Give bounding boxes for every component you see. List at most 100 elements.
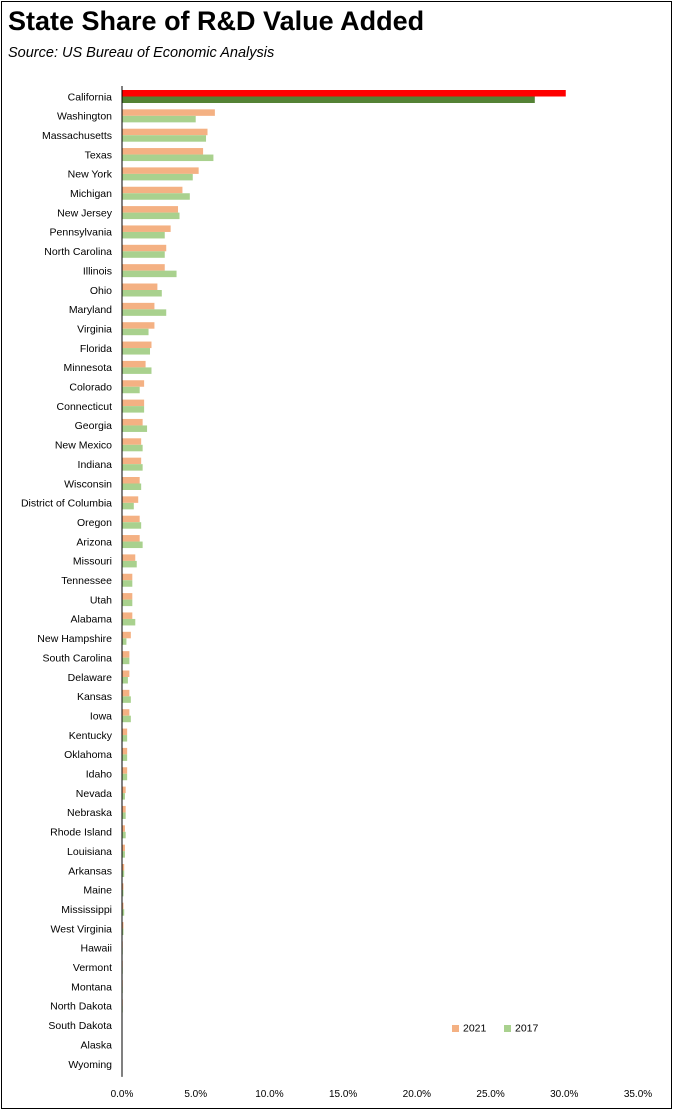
category-label: Utah <box>90 594 112 606</box>
bar-2017-massachusetts <box>122 135 207 142</box>
bar-2017-missouri <box>122 560 137 568</box>
x-tick-label: 5.0% <box>184 1089 207 1100</box>
bar-2017-iowa <box>122 715 131 723</box>
bar-2017-new-mexico <box>122 444 143 452</box>
bar-2017-california <box>122 96 535 103</box>
bar-2021-tennessee <box>122 573 133 581</box>
category-label: Nebraska <box>67 807 112 819</box>
category-label: Washington <box>57 111 112 123</box>
category-label: New Hampshire <box>37 633 112 645</box>
bar-2021-new-jersey <box>122 206 179 213</box>
category-label: California <box>68 91 113 103</box>
category-label: North Carolina <box>44 246 112 258</box>
bar-2021-pennsylvania <box>122 225 171 232</box>
bar-2017-oklahoma <box>122 754 128 761</box>
bar-2017-nebraska <box>122 812 126 819</box>
bar-2017-ohio <box>122 290 162 297</box>
category-label: Kansas <box>77 691 112 703</box>
bar-2021-illinois <box>122 264 165 271</box>
bar-2017-district-of-columbia <box>122 502 134 510</box>
bar-2017-new-jersey <box>122 212 180 220</box>
category-labels: California Washington Massachusetts Texas Ne… <box>21 91 113 1071</box>
category-label: Delaware <box>68 672 113 684</box>
chart-title: State Share of R&D Value Added <box>8 6 425 36</box>
bar-2017-michigan <box>122 193 190 200</box>
bar-2021-north-carolina <box>122 244 167 252</box>
bar-2021-kansas <box>122 689 130 697</box>
category-label: Rhode Island <box>50 827 112 839</box>
bar-2021-wisconsin <box>122 477 140 484</box>
category-label: Vermont <box>73 962 112 974</box>
bar-2021-missouri <box>122 554 136 561</box>
bar-2017-delaware <box>122 677 128 684</box>
category-label: Illinois <box>83 265 112 277</box>
bar-2017-pennsylvania <box>122 231 165 239</box>
bar-2021-west-virginia <box>122 922 124 929</box>
bar-2017-minnesota <box>122 367 152 374</box>
bar-2021-rhode-island <box>122 825 125 832</box>
bar-2021-virginia <box>122 322 155 329</box>
bars-layer <box>122 90 566 1071</box>
category-label: District of Columbia <box>21 498 112 510</box>
bar-2021-indiana <box>122 457 142 465</box>
bar-2021-mississippi <box>122 902 124 910</box>
bar-2017-new-york <box>122 173 193 181</box>
category-label: West Virginia <box>51 923 113 935</box>
x-axis-ticks: 0.0% 5.0% 10.0% 15.0% 20.0% 25.0% 30.0% 35.0% <box>111 1089 653 1100</box>
bar-2017-maryland <box>122 309 167 316</box>
category-label: Alaska <box>80 1039 112 1051</box>
category-label: Oklahoma <box>64 749 112 761</box>
bar-2021-new-mexico <box>122 438 142 445</box>
bar-2021-maine <box>122 883 124 890</box>
category-label: Idaho <box>86 769 112 781</box>
bar-2017-kansas <box>122 696 131 703</box>
bar-2021-maryland <box>122 302 155 310</box>
category-label: North Dakota <box>50 1001 112 1013</box>
bar-2021-california <box>122 90 566 97</box>
bar-2021-louisiana <box>122 844 125 852</box>
bar-2017-florida <box>122 348 151 355</box>
category-label: Massachusetts <box>42 130 112 142</box>
category-label: Hawaii <box>80 943 112 955</box>
bar-2021-new-york <box>122 167 199 174</box>
bar-2021-nevada <box>122 786 126 794</box>
x-tick-label: 20.0% <box>403 1089 431 1100</box>
category-label: Arkansas <box>68 865 112 877</box>
category-label: Maryland <box>69 304 112 316</box>
category-label: South Dakota <box>48 1020 112 1032</box>
category-label: Florida <box>80 343 112 355</box>
x-tick-label: 15.0% <box>329 1089 357 1100</box>
x-tick-label: 35.0% <box>624 1089 652 1100</box>
bar-2017-louisiana <box>122 851 125 858</box>
bar-2017-maine <box>122 889 124 897</box>
category-label: Missouri <box>73 556 112 568</box>
category-label: Connecticut <box>57 401 113 413</box>
bar-2021-washington <box>122 109 215 116</box>
bar-2021-texas <box>122 148 204 155</box>
category-label: Indiana <box>78 459 113 471</box>
category-label: Alabama <box>71 614 113 626</box>
category-label: Ohio <box>90 285 112 297</box>
bar-2017-nevada <box>122 793 125 800</box>
bar-2017-north-carolina <box>122 251 165 258</box>
x-tick-label: 30.0% <box>550 1089 578 1100</box>
category-label: Montana <box>71 981 112 993</box>
category-label: Texas <box>85 149 112 161</box>
category-label: Mississippi <box>61 904 112 916</box>
bar-2017-rhode-island <box>122 831 126 839</box>
bar-2017-tennessee <box>122 580 133 587</box>
category-label: Wisconsin <box>64 478 112 490</box>
category-label: Oregon <box>77 517 112 529</box>
x-tick-label: 0.0% <box>111 1089 134 1100</box>
bar-2017-washington <box>122 115 196 123</box>
bar-2017-kentucky <box>122 735 128 742</box>
bar-2017-mississippi <box>122 909 125 916</box>
x-tick-label: 10.0% <box>255 1089 283 1100</box>
bar-2017-south-carolina <box>122 657 130 665</box>
bar-2017-colorado <box>122 386 140 394</box>
bar-2017-wisconsin <box>122 483 142 490</box>
bar-2017-arizona <box>122 541 143 549</box>
bar-2021-alabama <box>122 612 133 619</box>
category-label: Wyoming <box>68 1059 112 1071</box>
